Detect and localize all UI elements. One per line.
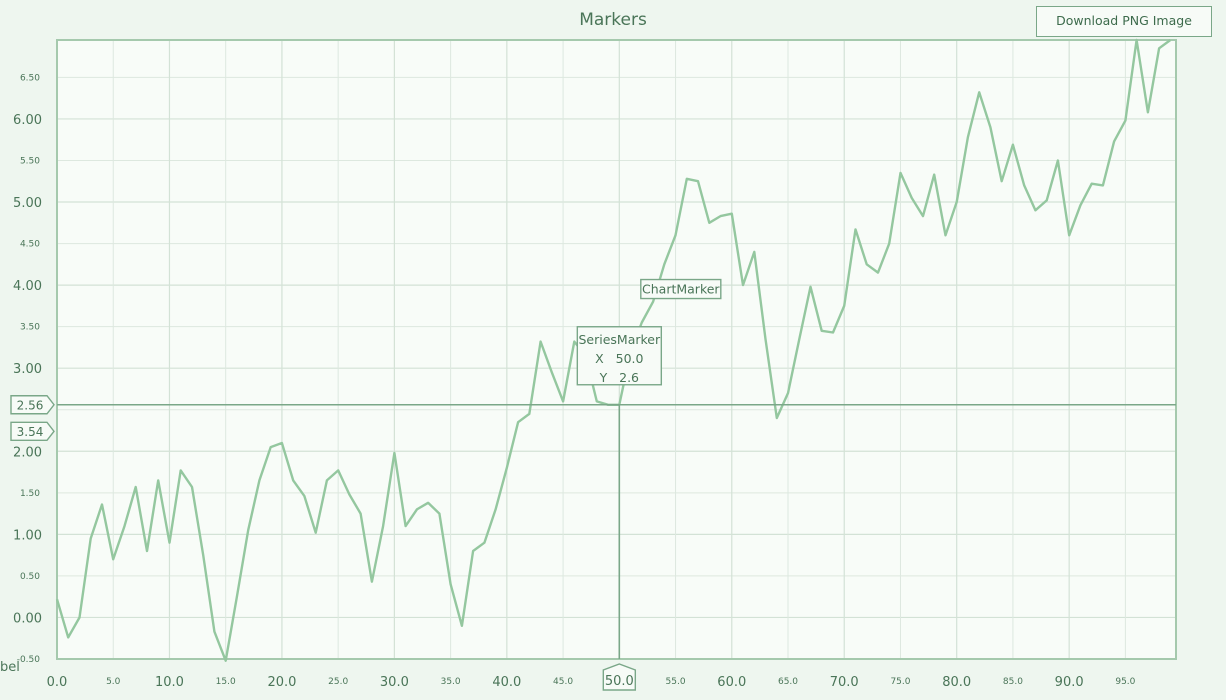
y-tick-label-minor: 0.50 — [20, 572, 40, 582]
series-marker-y-label: 2.56 — [17, 398, 44, 412]
series-marker-x-label: 50.0 — [605, 674, 634, 689]
series-marker-x-label-box — [602, 663, 637, 691]
x-tick-label: 10.0 — [155, 675, 184, 690]
axis-marker-y-label: 3.54 — [17, 425, 44, 439]
y-tick-label-minor: 1.50 — [20, 489, 40, 499]
x-tick-label-minor: 65.0 — [778, 677, 798, 687]
x-tick-label-minor: 15.0 — [216, 677, 236, 687]
axis-marker-y-label-box — [10, 421, 55, 442]
series-marker-x-value: X 50.0 — [595, 351, 643, 366]
x-tick-label-minor: 75.0 — [890, 677, 910, 687]
y-tick-label: 4.00 — [13, 279, 42, 294]
chart-marker-label: ChartMarker — [642, 282, 720, 297]
x-tick-label: 30.0 — [380, 675, 409, 690]
x-tick-label: 20.0 — [267, 675, 296, 690]
y-tick-label: 3.00 — [13, 362, 42, 377]
download-png-button[interactable]: Download PNG Image — [1036, 6, 1212, 37]
y-axis-cut-label: bel — [0, 660, 20, 675]
x-tick-label: 90.0 — [1055, 675, 1084, 690]
y-tick-label: 2.00 — [13, 445, 42, 460]
x-tick-label-minor: 55.0 — [666, 677, 686, 687]
y-tick-label: 1.00 — [13, 528, 42, 543]
x-tick-label: 70.0 — [830, 675, 859, 690]
chart-title: Markers — [579, 10, 647, 30]
series-marker-y-label-box — [10, 395, 55, 415]
x-tick-label-minor: 85.0 — [1003, 677, 1023, 687]
x-tick-label-minor: 35.0 — [441, 677, 461, 687]
x-tick-label: 0.0 — [47, 675, 68, 690]
x-tick-label: 40.0 — [492, 675, 521, 690]
x-tick-label-minor: 45.0 — [553, 677, 573, 687]
y-tick-label: 0.00 — [13, 611, 42, 626]
y-tick-label-minor: 4.50 — [20, 240, 40, 250]
series-marker-tooltip — [576, 326, 663, 386]
y-tick-label-minor: 6.50 — [20, 73, 40, 83]
series-marker-y-value: Y 2.6 — [599, 370, 639, 385]
plot-frame — [56, 39, 1177, 660]
chart-marker-box — [640, 278, 722, 300]
x-tick-label: 60.0 — [717, 675, 746, 690]
x-tick-label-minor: 25.0 — [328, 677, 348, 687]
series-marker-title: SeriesMarker — [578, 332, 661, 347]
y-tick-label: 6.00 — [13, 113, 42, 128]
y-tick-label-minor: 3.50 — [20, 323, 40, 333]
y-tick-label: 5.00 — [13, 196, 42, 211]
y-tick-label-minor: 5.50 — [20, 156, 40, 166]
x-tick-label-minor: 95.0 — [1115, 677, 1135, 687]
x-tick-label: 80.0 — [942, 675, 971, 690]
x-tick-label-minor: 5.0 — [106, 677, 121, 687]
y-tick-label-minor: -0.50 — [17, 655, 41, 665]
